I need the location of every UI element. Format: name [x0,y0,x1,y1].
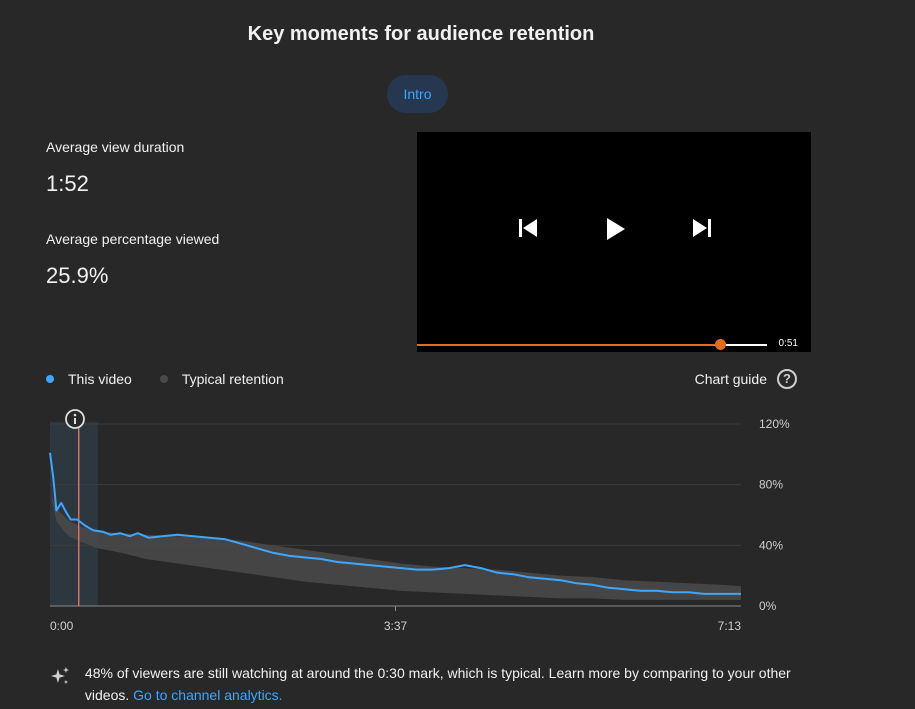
player-current-time: 0:51 [778,338,798,349]
player-progress-fill [417,344,720,346]
chart-guide-button[interactable]: Chart guide ? [695,369,797,389]
insight-message: 48% of viewers are still watching at aro… [48,662,808,706]
chart-guide-label: Chart guide [694,371,767,387]
legend-label: This video [68,371,132,387]
x-tick-label: 7:13 [718,619,742,633]
legend-dot-icon [46,375,54,383]
avg-view-duration-label: Average view duration [46,139,185,155]
channel-analytics-link[interactable]: Go to channel analytics. [133,687,283,703]
skip-previous-icon[interactable] [516,216,540,240]
video-player[interactable]: 0:51 [417,132,811,352]
avg-percentage-viewed-value: 25.9% [46,263,109,288]
skip-next-icon[interactable] [690,216,714,240]
legend-label: Typical retention [181,371,284,387]
avg-view-duration-value: 1:52 [46,171,89,196]
insight-body: 48% of viewers are still watching at aro… [84,665,791,703]
tab-intro[interactable]: Intro [387,75,448,113]
typical-retention-band [50,490,741,600]
y-tick-label: 0% [759,599,777,613]
retention-chart[interactable]: 120% 80% 40% 0% 0:00 3:37 7:13 [0,400,915,640]
x-tick-label: 3:37 [384,619,408,633]
legend-item-typical-retention[interactable]: Typical retention [159,371,284,387]
x-tick-label: 0:00 [50,619,74,633]
y-tick-label: 120% [759,417,790,431]
y-tick-label: 80% [759,478,783,492]
legend-item-this-video[interactable]: This video [46,371,132,387]
chart-legend: This video Typical retention [46,371,312,387]
help-circle-icon: ? [777,369,797,389]
insight-text: 48% of viewers are still watching at aro… [85,662,808,706]
page-title: Key moments for audience retention [247,23,595,45]
this-video-line [49,452,741,595]
play-icon[interactable] [603,216,627,242]
sparkle-icon [50,667,69,684]
player-scrubber-handle[interactable] [714,339,726,350]
y-tick-label: 40% [759,538,783,552]
legend-dot-icon [159,375,168,383]
player-progress-bar[interactable] [417,339,767,350]
info-icon[interactable] [65,409,85,429]
avg-percentage-viewed-label: Average percentage viewed [46,231,220,247]
